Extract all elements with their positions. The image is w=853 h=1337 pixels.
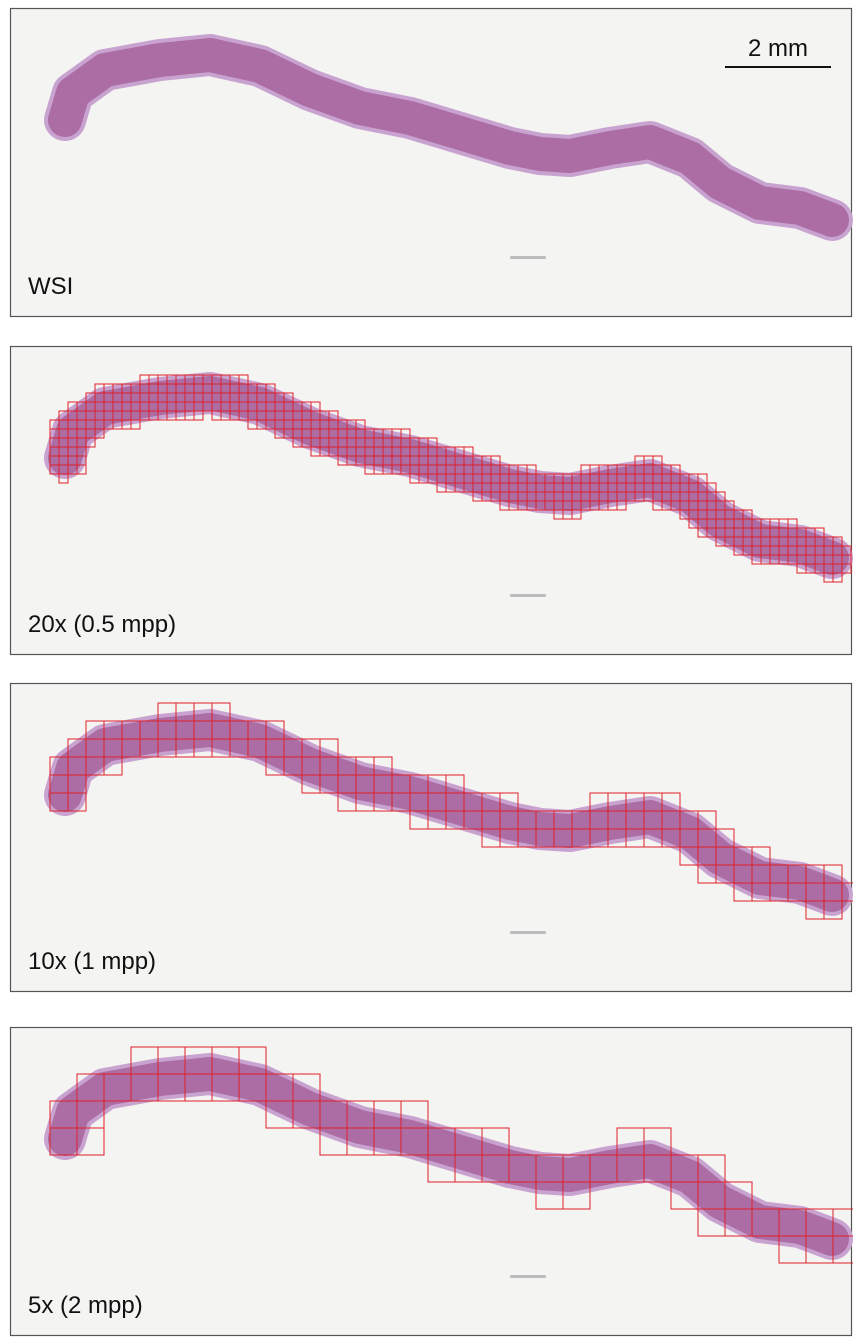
patch-tile (130, 419, 141, 430)
patch-tile (103, 756, 123, 776)
patch-tile (193, 410, 204, 421)
patch-tile (841, 882, 853, 902)
patch-tile (94, 428, 105, 439)
panel-label: 5x (2 mpp) (28, 1292, 143, 1319)
patch-tile (76, 464, 87, 475)
artifact (510, 931, 546, 934)
scale-bar-label: 2 mm (748, 35, 808, 62)
patch-tile (616, 500, 627, 511)
tissue (48, 38, 849, 237)
artifact (510, 594, 546, 597)
artifact (510, 1275, 546, 1278)
patch-tile (58, 473, 69, 484)
panel-label: 10x (1 mpp) (28, 948, 156, 975)
patch-tile (562, 1181, 591, 1210)
patch-tile (832, 572, 843, 583)
artifact (510, 256, 546, 259)
patch-tile (832, 1235, 853, 1264)
panel-label: WSI (28, 273, 73, 300)
panel: 10x (1 mpp) (9, 682, 853, 993)
tissue (48, 713, 849, 912)
tissue (48, 1057, 849, 1256)
patch-tile (85, 437, 96, 448)
panel-label: 20x (0.5 mpp) (28, 611, 176, 638)
patch-tile (571, 509, 582, 520)
panel: 20x (0.5 mpp) (9, 345, 853, 656)
panel: 5x (2 mpp) (9, 1026, 853, 1337)
patch-tile (67, 792, 87, 812)
patch-tile (841, 563, 852, 574)
patch-tile (76, 1127, 105, 1156)
tissue (48, 376, 849, 575)
panel: WSI (9, 7, 853, 318)
patch-tile (823, 900, 843, 920)
